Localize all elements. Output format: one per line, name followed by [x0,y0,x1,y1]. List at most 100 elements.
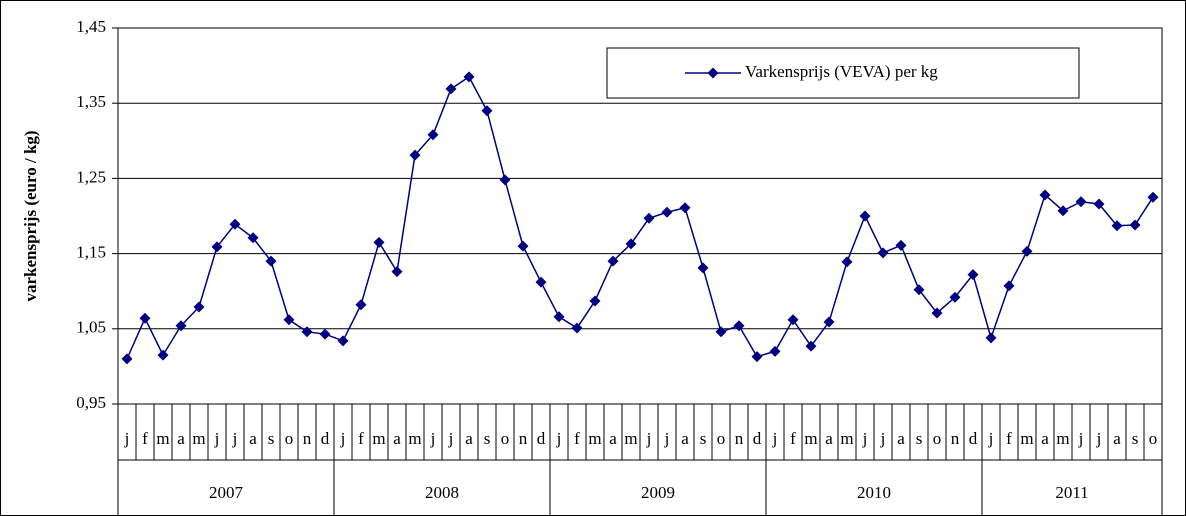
legend-marker [707,67,719,79]
data-point [409,149,421,161]
x-tick-label: f [790,429,796,448]
x-tick-label: m [588,429,601,448]
x-tick-label: n [951,429,960,448]
data-point [247,232,259,244]
x-tick-label: a [465,429,473,448]
x-tick-label: a [1113,429,1121,448]
data-point [1057,205,1069,217]
data-point [1039,189,1051,201]
x-tick-label: m [408,429,421,448]
data-point [607,255,619,267]
x-tick-label: j [1096,429,1102,448]
x-tick-label: s [1132,429,1139,448]
data-point [625,238,637,250]
y-tick-label: 1,15 [76,243,106,262]
data-point [769,345,781,357]
data-point [553,311,565,323]
x-tick-label: j [664,429,670,448]
x-tick-label: m [840,429,853,448]
y-axis-label: varkensprijs (euro / kg) [21,130,40,301]
data-point [301,326,313,338]
year-label: 2010 [857,483,891,502]
x-tick-label: s [484,429,491,448]
data-point [985,332,997,344]
x-tick-label: d [537,429,546,448]
data-point [877,247,889,259]
data-point [1093,198,1105,210]
x-tick-label: f [142,429,148,448]
series-line [126,75,1154,360]
x-tick-label: a [1041,429,1049,448]
x-tick-label: m [1020,429,1033,448]
data-point [805,340,817,352]
y-tick-label: 1,45 [76,17,106,36]
data-point [319,328,331,340]
data-point [175,320,187,332]
y-tick-label: 1,25 [76,167,106,186]
y-tick-label: 0,95 [76,393,106,412]
x-tick-label: j [880,429,886,448]
x-tick-label: j [772,429,778,448]
x-tick-label: j [124,429,130,448]
x-tick-label: f [1006,429,1012,448]
x-tick-label: s [700,429,707,448]
x-tick-label: a [897,429,905,448]
x-tick-label: m [804,429,817,448]
data-point [265,255,277,267]
data-point [859,210,871,222]
data-point [715,326,727,338]
x-tick-label: m [624,429,637,448]
legend-label: Varkensprijs (VEVA) per kg [745,62,938,81]
x-tick-label: j [646,429,652,448]
year-label: 2008 [425,483,459,502]
data-point [1021,245,1033,257]
data-point [949,291,961,303]
data-point [211,241,223,253]
data-point [661,206,673,218]
x-tick-label: s [268,429,275,448]
data-point [787,314,799,326]
data-point [517,240,529,252]
x-tick-label: d [753,429,762,448]
x-tick-label: f [574,429,580,448]
data-point [499,174,511,186]
x-tick-label: j [430,429,436,448]
data-point [895,239,907,251]
x-tick-label: j [1078,429,1084,448]
x-tick-label: o [501,429,510,448]
x-tick-label: o [933,429,942,448]
x-tick-label: d [969,429,978,448]
data-point [481,105,493,117]
x-tick-label: j [556,429,562,448]
data-point [967,269,979,281]
data-point [535,276,547,288]
x-tick-label: s [916,429,923,448]
data-point [463,71,475,83]
year-label: 2011 [1055,483,1088,502]
y-tick-label: 1,35 [76,92,106,111]
data-point [427,129,439,141]
x-tick-label: m [1056,429,1069,448]
x-tick-label: a [609,429,617,448]
data-point [697,262,709,274]
data-point [355,299,367,311]
data-point [913,284,925,296]
data-point [679,202,691,214]
x-tick-label: j [862,429,868,448]
x-tick-label: j [214,429,220,448]
data-point [121,353,133,365]
data-point [1129,219,1141,231]
data-point [1003,280,1015,292]
data-point [139,312,151,324]
data-point [1111,220,1123,232]
data-point [373,236,385,248]
x-tick-label: o [717,429,726,448]
x-tick-label: f [358,429,364,448]
x-tick-label: n [519,429,528,448]
x-tick-label: a [393,429,401,448]
data-point [643,212,655,224]
data-point [571,322,583,334]
x-tick-label: j [988,429,994,448]
data-point [751,351,763,363]
